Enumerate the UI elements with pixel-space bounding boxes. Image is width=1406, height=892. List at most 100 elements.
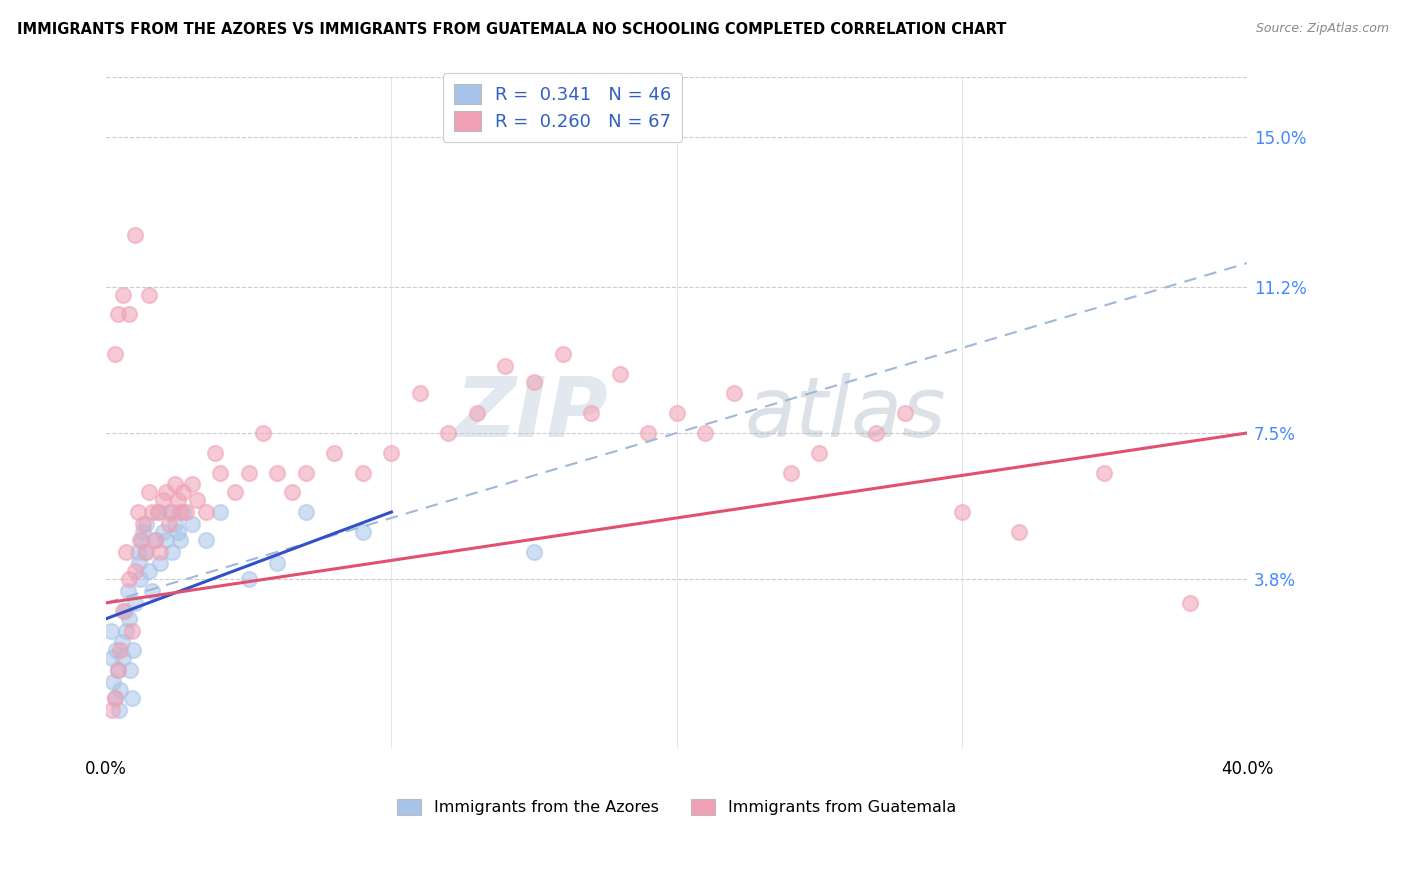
Point [110, 682, 132, 697]
Point [204, 446, 226, 460]
Text: atlas: atlas [745, 373, 946, 454]
Point [131, 533, 153, 547]
Point [105, 643, 128, 657]
Point [295, 505, 318, 519]
Point [579, 406, 602, 420]
Point [195, 533, 218, 547]
Point [169, 505, 191, 519]
Point [160, 505, 183, 519]
Point [101, 651, 124, 665]
Point [163, 477, 186, 491]
Point [495, 359, 517, 373]
Point [155, 485, 177, 500]
Point [295, 466, 318, 480]
Point [120, 663, 142, 677]
Point [323, 446, 346, 460]
Point [143, 533, 166, 547]
Point [1092, 466, 1115, 480]
Point [157, 505, 180, 519]
Text: IMMIGRANTS FROM THE AZORES VS IMMIGRANTS FROM GUATEMALA NO SCHOOLING COMPLETED C: IMMIGRANTS FROM THE AZORES VS IMMIGRANTS… [17, 22, 1007, 37]
Point [104, 347, 127, 361]
Point [169, 533, 191, 547]
Point [138, 485, 160, 500]
Point [180, 516, 202, 531]
Point [134, 544, 156, 558]
Point [180, 477, 202, 491]
Point [266, 466, 288, 480]
Point [149, 557, 172, 571]
Point [141, 584, 163, 599]
Point [115, 624, 138, 638]
Point [209, 505, 232, 519]
Point [128, 557, 150, 571]
Point [160, 544, 183, 558]
Point [127, 544, 149, 558]
Point [637, 425, 659, 440]
Point [118, 612, 141, 626]
Point [146, 505, 169, 519]
Legend: Immigrants from the Azores, Immigrants from Guatemala: Immigrants from the Azores, Immigrants f… [391, 792, 962, 822]
Point [172, 485, 194, 500]
Point [117, 584, 139, 599]
Point [380, 446, 402, 460]
Point [238, 466, 260, 480]
Point [665, 406, 688, 420]
Point [808, 446, 831, 460]
Point [186, 493, 208, 508]
Point [104, 690, 127, 705]
Point [352, 466, 374, 480]
Point [107, 663, 129, 677]
Point [132, 524, 155, 539]
Point [138, 564, 160, 578]
Point [409, 386, 432, 401]
Point [166, 524, 188, 539]
Point [551, 347, 574, 361]
Text: ZIP: ZIP [456, 373, 609, 454]
Point [138, 287, 160, 301]
Point [893, 406, 915, 420]
Point [157, 516, 180, 531]
Point [224, 485, 246, 500]
Point [238, 572, 260, 586]
Point [135, 516, 157, 531]
Point [209, 466, 232, 480]
Point [723, 386, 745, 401]
Point [163, 516, 186, 531]
Point [152, 493, 174, 508]
Point [280, 485, 302, 500]
Point [523, 375, 546, 389]
Point [950, 505, 973, 519]
Point [523, 544, 546, 558]
Point [101, 702, 124, 716]
Point [114, 604, 136, 618]
Point [252, 425, 274, 440]
Point [352, 524, 374, 539]
Point [122, 643, 145, 657]
Point [155, 533, 177, 547]
Text: Source: ZipAtlas.com: Source: ZipAtlas.com [1256, 22, 1389, 36]
Point [107, 308, 129, 322]
Point [609, 367, 631, 381]
Point [195, 505, 218, 519]
Point [146, 505, 169, 519]
Point [152, 524, 174, 539]
Point [129, 572, 152, 586]
Point [141, 505, 163, 519]
Point [112, 287, 135, 301]
Point [124, 564, 146, 578]
Point [127, 505, 149, 519]
Point [121, 690, 143, 705]
Point [118, 572, 141, 586]
Point [143, 533, 166, 547]
Point [135, 544, 157, 558]
Point [465, 406, 488, 420]
Point [132, 516, 155, 531]
Point [115, 544, 138, 558]
Point [104, 690, 127, 705]
Point [124, 228, 146, 243]
Point [437, 425, 460, 440]
Point [112, 651, 135, 665]
Point [121, 624, 143, 638]
Point [129, 533, 152, 547]
Point [174, 505, 197, 519]
